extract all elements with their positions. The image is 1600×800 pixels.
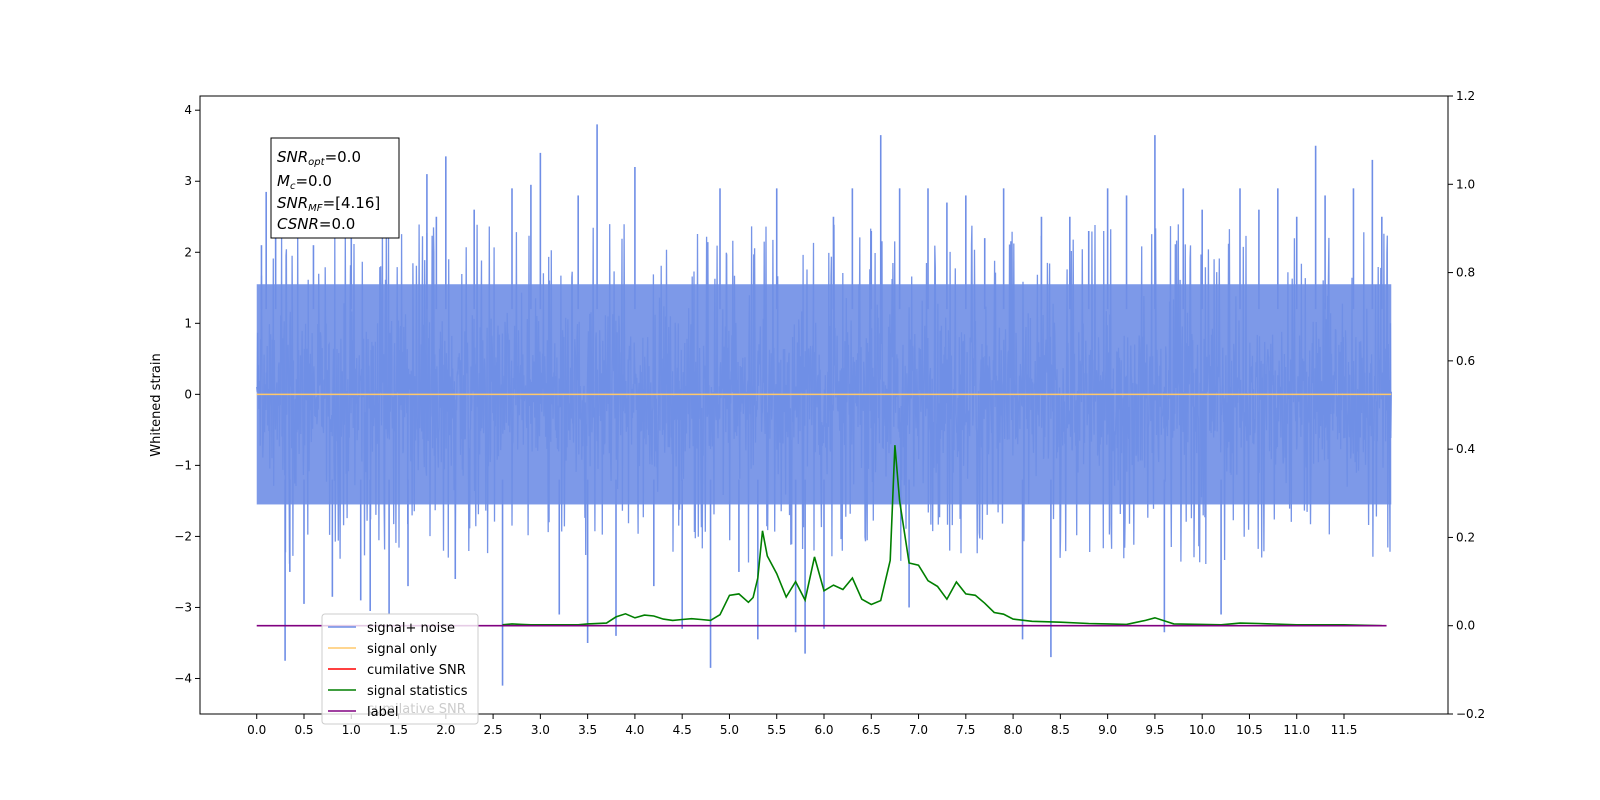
y-tick-label: 0	[184, 387, 192, 401]
x-tick-label: 2.5	[484, 723, 503, 737]
x-tick-label: 4.5	[673, 723, 692, 737]
legend-label: label	[367, 705, 398, 720]
x-tick-label: 6.0	[814, 723, 833, 737]
legend-ghost-text: cumilative SNR	[367, 702, 466, 717]
y2-tick-label: −0.2	[1456, 707, 1485, 721]
signal-statistics-line	[502, 445, 1382, 627]
x-tick-label: 7.0	[909, 723, 928, 737]
x-tick-label: 8.0	[1004, 723, 1023, 737]
x-tick-label: 3.0	[531, 723, 550, 737]
info-line-snr-opt: SNRopt=0.0	[277, 148, 361, 168]
x-tick-label: 1.0	[342, 723, 361, 737]
legend-frame	[321, 613, 479, 725]
x-tick-label: 2.0	[436, 723, 455, 737]
y-tick-label: 4	[184, 103, 192, 117]
info-main: SNR	[277, 194, 308, 212]
y-tick-label: −3	[174, 600, 192, 614]
info-box-frame	[270, 137, 400, 239]
y-tick-label: −1	[174, 458, 192, 472]
x-axis-ticks: 0.0 0.5 1.0 1.5 2.0 2.5 3.0 3.5 4.0 4.5 5.0 5.5 6.0 6…	[247, 714, 1357, 737]
x-tick-label: 9.0	[1098, 723, 1117, 737]
info-sub: opt	[308, 157, 325, 168]
y2-tick-label: 1.0	[1456, 177, 1475, 191]
info-main: CSNR	[277, 215, 319, 233]
x-tick-label: 11.5	[1331, 723, 1358, 737]
legend-label: signal only	[367, 642, 437, 657]
x-tick-label: 0.5	[294, 723, 313, 737]
legend-label: signal statistics	[367, 684, 468, 699]
y-axis-label: Whitened strain	[149, 353, 164, 456]
x-tick-label: 4.0	[625, 723, 644, 737]
x-tick-label: 7.5	[956, 723, 975, 737]
legend-label: signal+ noise	[367, 621, 455, 636]
info-line-mc: Mc=0.0	[277, 172, 332, 192]
y2-axis-ticks: 1.2 1.0 0.8 0.6 0.4 0.2 0.0 −0.2	[1448, 89, 1485, 721]
y2-tick-label: 0.4	[1456, 442, 1475, 456]
x-tick-label: 9.5	[1145, 723, 1164, 737]
info-box: SNRopt=0.0 Mc=0.0 SNRMF=[4.16] CSNR=0.0	[270, 137, 400, 239]
y-tick-label: −2	[174, 529, 192, 543]
y-tick-label: 3	[184, 174, 192, 188]
x-tick-label: 11.0	[1283, 723, 1310, 737]
info-sub: c	[290, 181, 296, 192]
y2-tick-label: 1.2	[1456, 89, 1475, 103]
x-tick-label: 5.0	[720, 723, 739, 737]
x-tick-label: 10.5	[1236, 723, 1263, 737]
signal-statistics-series	[502, 445, 1382, 627]
info-main: M	[277, 172, 290, 190]
y2-tick-label: 0.8	[1456, 266, 1475, 280]
y-axis-ticks: 4 3 2 1 0 −1 −2 −3 −4	[174, 103, 200, 685]
legend-label: cumilative SNR	[367, 663, 466, 678]
y2-tick-label: 0.0	[1456, 619, 1475, 633]
info-line-snr-mf: SNRMF=[4.16]	[277, 194, 380, 214]
legend: cumilative SNR signal+ noise signal only c…	[321, 613, 479, 725]
y2-tick-label: 0.2	[1456, 530, 1475, 544]
x-tick-label: 3.5	[578, 723, 597, 737]
info-line-csnr: CSNR=0.0	[277, 215, 355, 233]
x-tick-label: 10.0	[1189, 723, 1216, 737]
y2-tick-label: 0.6	[1456, 354, 1475, 368]
y-tick-label: 2	[184, 245, 192, 259]
info-value: =0.0	[325, 148, 361, 166]
x-tick-label: 0.0	[247, 723, 266, 737]
y-tick-label: −4	[174, 671, 192, 685]
x-tick-label: 8.5	[1051, 723, 1070, 737]
info-sub: MF	[308, 203, 323, 214]
x-tick-label: 1.5	[389, 723, 408, 737]
y-tick-label: 1	[184, 316, 192, 330]
info-main: SNR	[277, 148, 308, 166]
x-tick-label: 6.5	[862, 723, 881, 737]
info-value: =0.0	[295, 172, 331, 190]
legend-items: signal+ noise signal only cumilative SNR si…	[328, 621, 468, 720]
x-tick-label: 5.5	[767, 723, 786, 737]
info-value: =0.0	[319, 215, 355, 233]
info-value: =[4.16]	[323, 194, 381, 212]
